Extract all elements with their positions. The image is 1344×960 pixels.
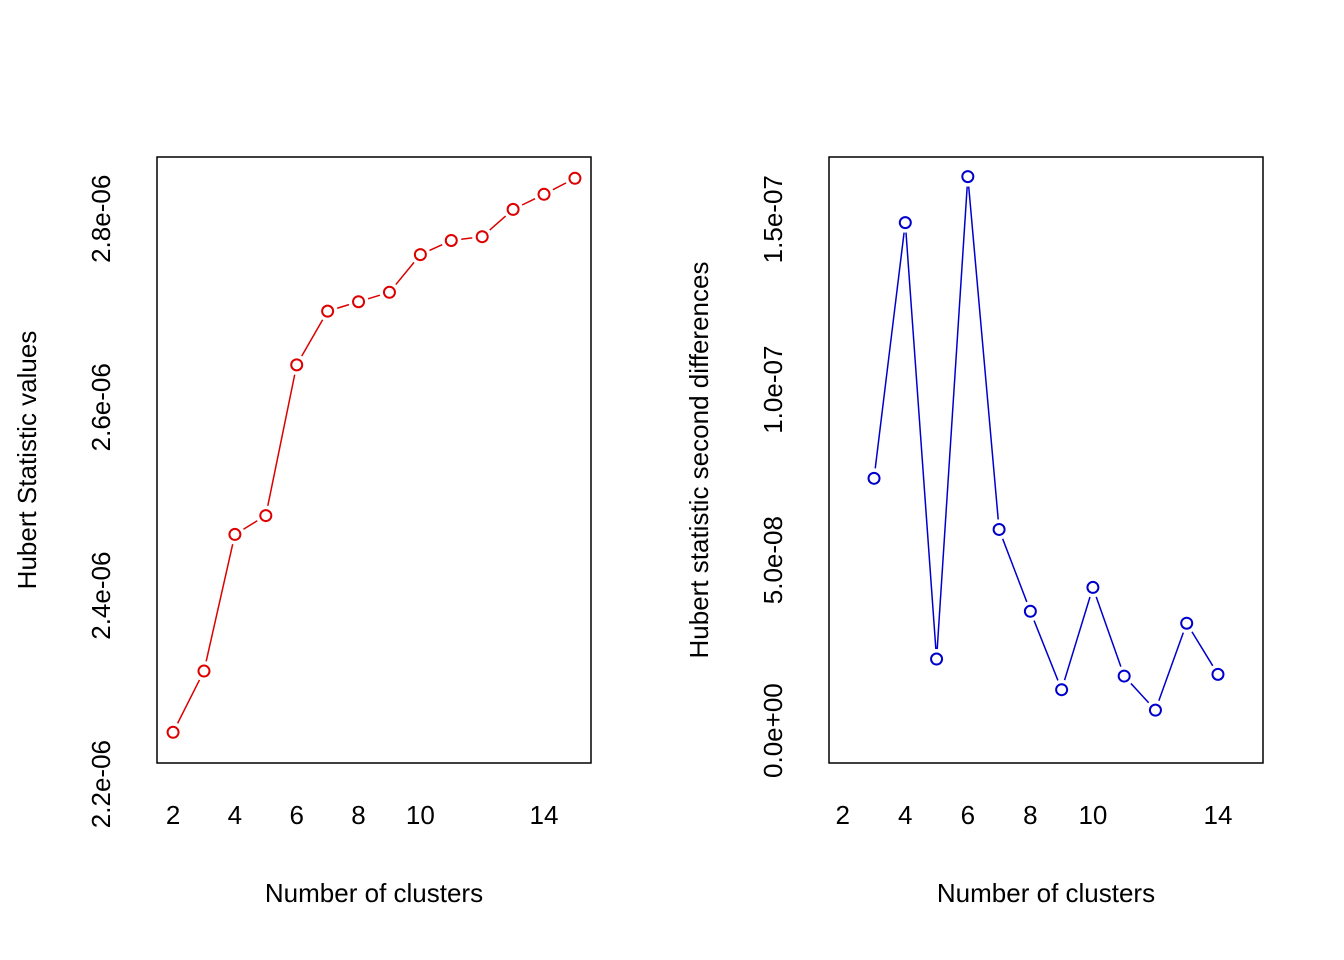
- data-point: [1117, 669, 1131, 683]
- y-tick-label: 2.8e-06: [86, 175, 116, 263]
- series-line-segment: [395, 261, 415, 286]
- series-line-segment: [1063, 596, 1091, 681]
- plot-frame: [828, 156, 1264, 764]
- data-point: [568, 171, 582, 185]
- x-axis-title: Number of clusters: [265, 878, 483, 908]
- data-point: [1148, 703, 1162, 717]
- y-axis-title: Hubert statistic second differences: [684, 262, 714, 659]
- data-point: [228, 527, 242, 541]
- data-point: [1211, 667, 1225, 681]
- series-line-segment: [243, 520, 258, 530]
- y-tick-label: 1.5e-07: [758, 175, 788, 263]
- series-line-segment: [336, 303, 350, 309]
- data-point: [506, 202, 520, 216]
- data-point: [898, 216, 912, 230]
- data-point: [961, 170, 975, 184]
- series-line-segment: [367, 294, 381, 300]
- series-line-segment: [936, 186, 968, 650]
- data-point: [290, 358, 304, 372]
- series-line-segment: [1033, 620, 1059, 681]
- y-tick-label: 2.2e-06: [86, 740, 116, 828]
- data-point: [444, 233, 458, 247]
- data-point: [166, 725, 180, 739]
- x-tick-label: 14: [1204, 800, 1233, 830]
- data-point: [197, 664, 211, 678]
- x-tick-label: 14: [530, 800, 559, 830]
- series-line-segment: [176, 679, 201, 724]
- data-point: [475, 230, 489, 244]
- series-line-segment: [552, 182, 567, 191]
- data-point: [867, 471, 881, 485]
- x-tick-label: 10: [1078, 800, 1107, 830]
- series-line-segment: [1158, 632, 1185, 702]
- data-point: [352, 295, 366, 309]
- x-axis-title: Number of clusters: [937, 878, 1155, 908]
- x-tick-label: 2: [836, 800, 850, 830]
- series-line-segment: [429, 243, 443, 252]
- data-point: [1023, 604, 1037, 618]
- y-tick-label: 0.0e+00: [758, 683, 788, 778]
- data-point: [1180, 616, 1194, 630]
- series-line-segment: [205, 544, 234, 662]
- series-line-segment: [301, 319, 324, 357]
- data-point: [321, 304, 335, 318]
- data-point: [930, 652, 944, 666]
- series-line-segment: [905, 232, 937, 650]
- y-tick-label: 1.0e-07: [758, 346, 788, 434]
- x-tick-label: 8: [1023, 800, 1037, 830]
- y-axis-title: Hubert Statistic values: [12, 331, 42, 590]
- data-point: [259, 509, 273, 523]
- series-line-segment: [267, 374, 296, 506]
- chart-panel-2: 2 4 6 8 10 14 0.0e+00 5.0e-08 1.0e-07 1.5e-07 Numb…: [684, 156, 1264, 908]
- series-line-segment: [461, 237, 473, 241]
- data-point: [382, 285, 396, 299]
- series-line-segment: [967, 186, 999, 520]
- chart-panel-1: 2 4 6 8 10 14 2.2e-06 2.4e-06 2.6e-06 2.8e-06 Numb…: [12, 156, 592, 908]
- x-tick-label: 6: [289, 800, 303, 830]
- data-point: [1086, 580, 1100, 594]
- x-tick-label: 4: [228, 800, 242, 830]
- y-tick-label: 5.0e-08: [758, 516, 788, 604]
- data-point: [992, 522, 1006, 536]
- data-point: [1055, 683, 1069, 697]
- series-line-segment: [1095, 596, 1122, 667]
- plot-frame: [156, 156, 592, 764]
- x-tick-label: 10: [406, 800, 435, 830]
- x-tick-label: 8: [351, 800, 365, 830]
- x-tick-label: 4: [898, 800, 912, 830]
- series-line-segment: [874, 232, 905, 469]
- series-line-segment: [1191, 631, 1214, 667]
- data-point: [537, 187, 551, 201]
- series-line-segment: [1001, 538, 1028, 603]
- x-tick-label: 2: [166, 800, 180, 830]
- series-line-segment: [521, 198, 536, 206]
- x-tick-label: 6: [961, 800, 975, 830]
- y-tick-label: 2.4e-06: [86, 552, 116, 640]
- y-tick-label: 2.6e-06: [86, 363, 116, 451]
- series-line-segment: [1130, 682, 1150, 704]
- data-point: [413, 248, 427, 262]
- series-line-segment: [489, 215, 507, 231]
